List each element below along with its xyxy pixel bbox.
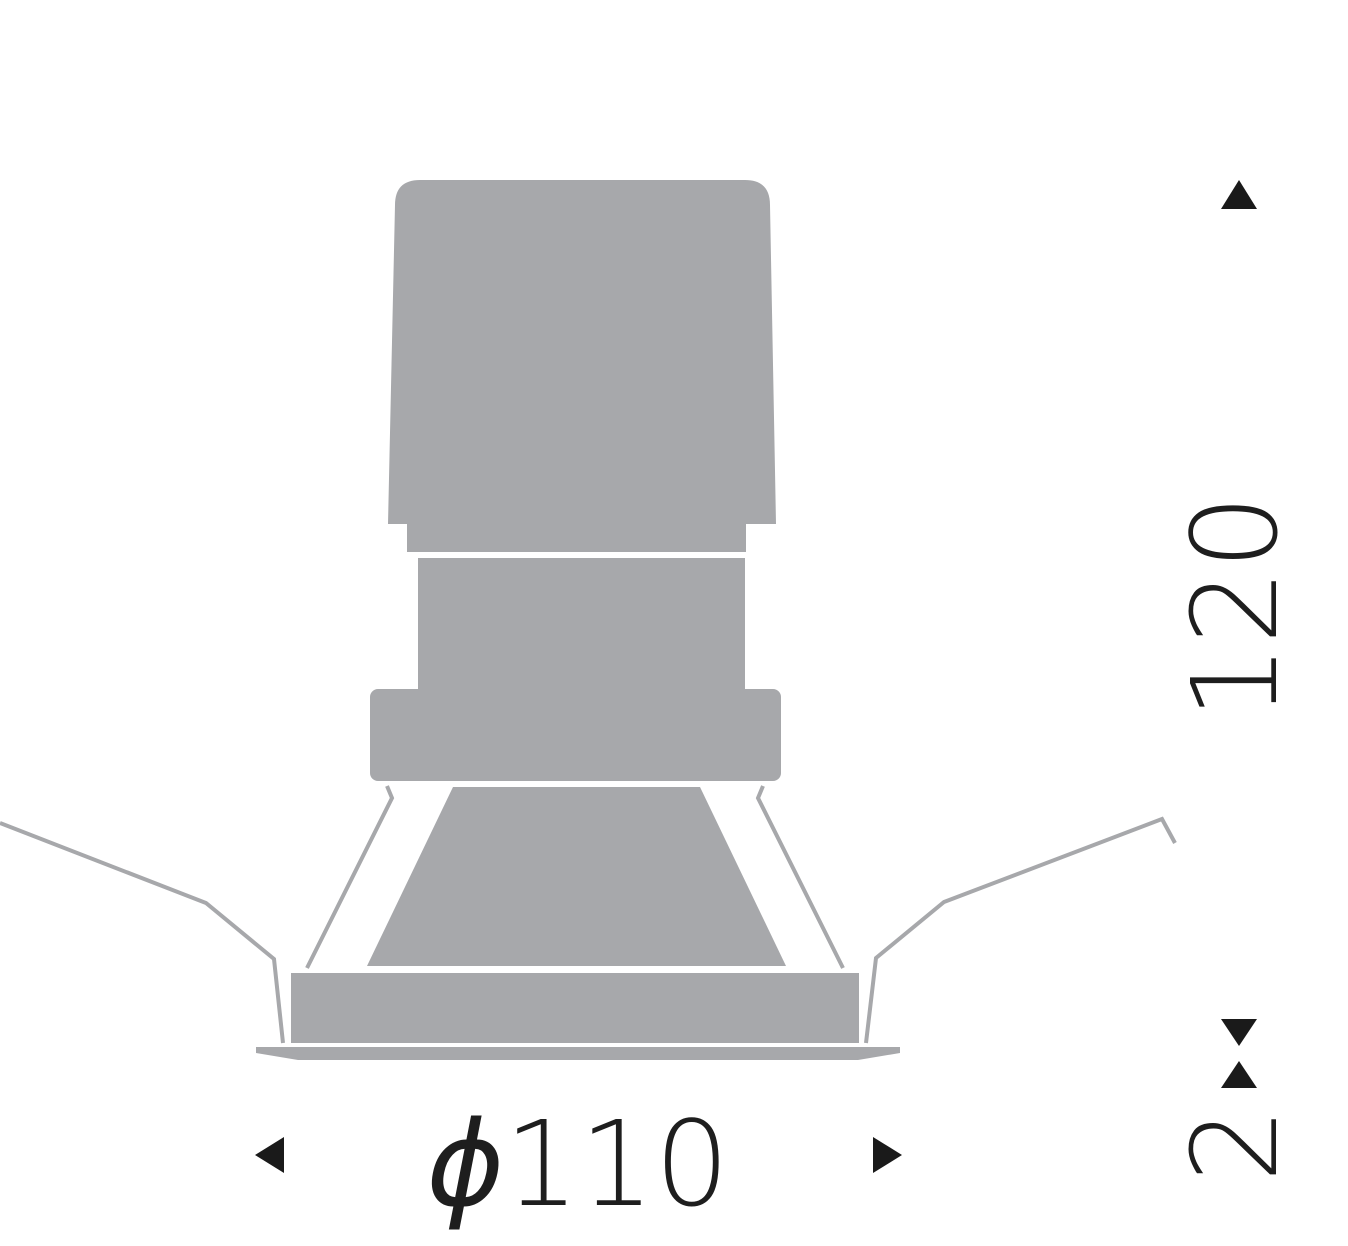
height-top-arrow-icon	[1221, 180, 1257, 209]
right-retainer-line	[755, 785, 845, 969]
trim-up-arrow-icon	[1221, 1061, 1257, 1088]
spring-clips	[0, 785, 1177, 1044]
left-spring-clip	[0, 821, 285, 1044]
housing-flange	[370, 689, 781, 781]
luminaire-body	[256, 180, 900, 1060]
dimension-arrows	[255, 180, 1257, 1173]
diameter-right-arrow-icon	[873, 1137, 902, 1173]
diameter-value: 110	[504, 1095, 729, 1233]
left-retainer-line	[305, 785, 395, 969]
housing-neck	[418, 558, 745, 690]
trim-label: 2	[1166, 1107, 1304, 1182]
right-spring-clip	[864, 816, 1177, 1044]
driver-housing	[388, 180, 776, 524]
trim-bezel	[291, 973, 859, 1043]
trim-lip	[256, 1047, 900, 1060]
reflector-cone	[367, 787, 786, 966]
trim-down-arrow-icon	[1221, 1019, 1257, 1046]
housing-step	[407, 524, 746, 552]
height-label: 120	[1166, 494, 1304, 719]
diameter-label: ϕ110	[426, 1095, 729, 1233]
dimension-labels: ϕ110 120 2	[426, 494, 1304, 1233]
diameter-left-arrow-icon	[255, 1137, 284, 1173]
diameter-symbol: ϕ	[426, 1095, 504, 1233]
